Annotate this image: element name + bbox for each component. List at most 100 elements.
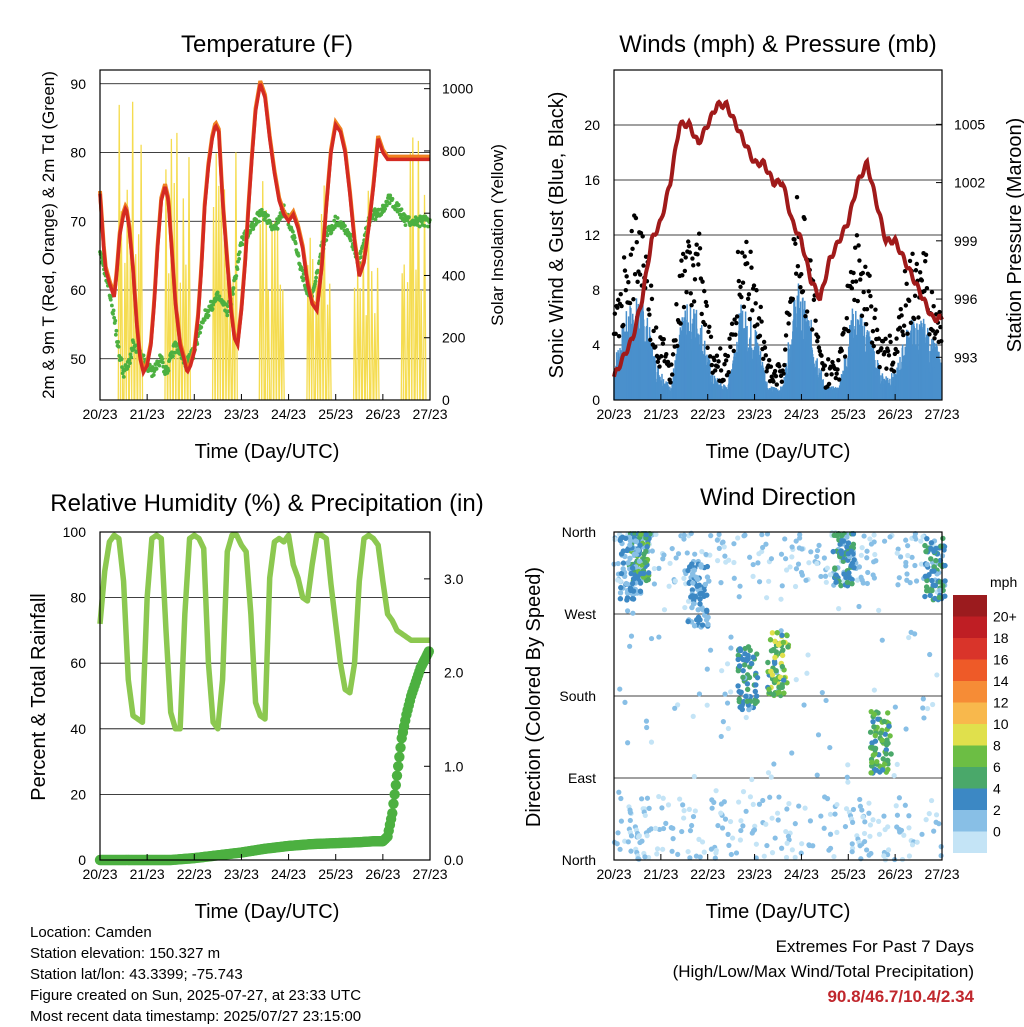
direction-point [894,824,900,830]
direction-point [927,592,933,599]
direction-point [690,813,697,820]
gust-point [894,336,899,341]
direction-point [735,652,741,659]
gust-point [846,328,851,334]
humidity-xtick-label: 20/23 [82,866,117,882]
direction-point [705,614,711,621]
direction-point [814,547,821,554]
dewpoint-point [132,347,136,352]
direction-point [844,579,851,586]
direction-point [689,561,695,567]
gust-point [748,249,753,255]
direction-point [845,540,852,546]
temperature-panel: Temperature (F) Time (Day/UTC) 2m & 9m T… [39,31,507,463]
gust-point [632,272,638,277]
gust-point [735,249,741,255]
direction-point [785,644,791,650]
direction-point [714,537,720,543]
direction-point [845,762,851,768]
winds-title: Winds (mph) & Pressure (mb) [619,31,936,58]
direction-point [764,842,770,849]
dewpoint-point [109,303,114,308]
gust-point [916,315,921,320]
precip-series [94,646,435,866]
direction-point [885,766,891,773]
legend-label: 2 [993,802,1001,818]
gust-point [648,283,654,288]
direction-point [871,687,877,693]
direction-point [864,580,870,587]
direction-point [787,564,793,570]
direction-point [924,535,930,542]
precip-ytick-label: 1.0 [444,758,464,774]
gust-point [858,277,863,282]
temperature-ytick-label: 70 [70,213,86,229]
direction-point [792,821,798,827]
direction-point [616,789,622,795]
gust-point [621,255,627,260]
direction-point [722,553,728,559]
dewpoint-point [213,299,218,303]
direction-point [871,532,877,538]
direction-point [753,841,759,847]
gust-point [637,272,643,277]
gust-point [714,353,720,358]
direction-point [714,558,721,564]
temperature-ytick-label: 50 [70,351,86,367]
direction-point [874,758,880,765]
gust-point [781,371,786,376]
gust-point [922,288,927,294]
direction-point [743,693,749,700]
direction-point [864,555,870,561]
temperature-2m-line [98,83,430,378]
dewpoint-point [151,373,156,377]
direction-point [699,839,706,845]
gust-point [687,250,693,255]
direction-point [894,761,900,768]
direction-point [754,651,760,657]
direction-point [905,552,911,559]
direction-point [660,556,666,562]
direction-point [744,698,750,705]
winds-ytick-label: 16 [584,172,600,188]
solar-ytick-label: 0 [442,392,450,408]
direction-point [924,705,931,712]
direction-point [871,559,877,565]
gust-point [861,289,866,295]
dewpoint-point [175,342,179,347]
dewpoint-point [108,297,113,302]
direction-xtick-label: 20/23 [596,866,631,882]
direction-point [715,822,721,829]
direction-point [648,826,654,832]
extremes-values: 90.8/46.7/10.4/2.34 [827,987,974,1006]
dewpoint-point [116,344,121,349]
direction-point [799,572,805,578]
dewpoint-point [199,325,204,330]
extremes-heading: Extremes For Past 7 Days [775,937,974,956]
gust-point [630,246,635,252]
direction-point [814,553,820,560]
direction-point [642,559,648,566]
gust-point [891,369,897,374]
direction-point [850,806,857,813]
humidity-title: Relative Humidity (%) & Precipitation (i… [50,490,483,517]
direction-point [656,826,663,833]
gust-point [657,364,662,369]
direction-point [722,691,728,697]
direction-point [728,851,734,858]
dewpoint-point [202,318,207,322]
direction-point [735,667,742,674]
direction-point [731,541,737,547]
direction-point [627,809,633,816]
direction-point [772,654,778,661]
winds-ytick-label: 12 [584,227,600,243]
direction-point [729,835,736,841]
gust-point [728,344,733,350]
direction-point [704,607,710,614]
direction-point [698,562,704,568]
direction-point [612,536,618,543]
direction-point [719,540,725,546]
direction-point [720,719,726,725]
direction-point [883,751,889,757]
temperature-title: Temperature (F) [181,31,353,58]
